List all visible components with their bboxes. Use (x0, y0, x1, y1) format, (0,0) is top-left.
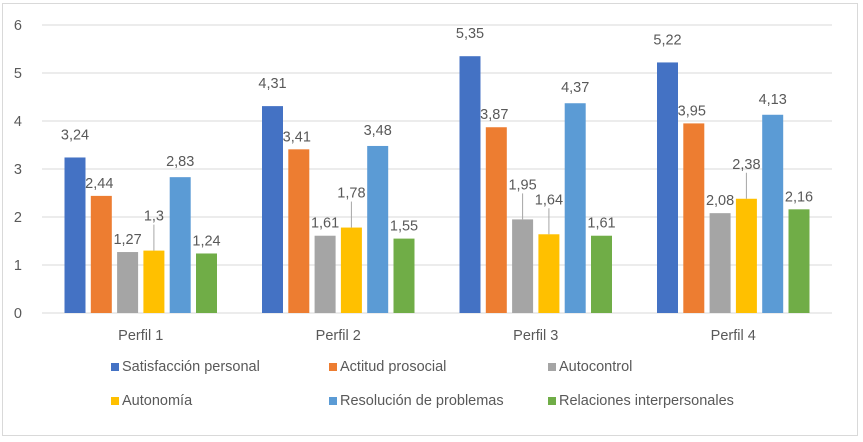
data-label: 1,78 (337, 186, 365, 202)
data-label: 3,95 (678, 103, 706, 119)
y-tick-label: 3 (14, 162, 22, 178)
bar-5-perfil-4 (762, 114, 784, 313)
bar-1-perfil-4 (657, 62, 678, 313)
data-label: 4,31 (258, 76, 286, 92)
data-label: 1,64 (535, 192, 563, 208)
bar-6-perfil-4 (788, 209, 810, 313)
bar-1-perfil-3 (459, 56, 481, 313)
bar-5-perfil-3 (564, 103, 586, 314)
bar-2-perfil-2 (288, 149, 310, 313)
bar-3-perfil-2 (314, 235, 336, 313)
bar-3-perfil-1 (117, 252, 139, 313)
x-tick-label: Perfil 4 (711, 328, 756, 344)
bar-6-perfil-1 (196, 253, 217, 313)
data-label: 3,24 (61, 127, 89, 143)
data-label: 2,44 (85, 176, 113, 192)
bar-2-perfil-1 (90, 195, 112, 313)
bar-4-perfil-2 (340, 227, 362, 313)
x-tick-label: Perfil 3 (513, 328, 558, 344)
y-tick-label: 5 (14, 66, 22, 82)
bar-2-perfil-4 (683, 123, 705, 314)
data-label: 5,35 (456, 26, 484, 42)
bar-4-perfil-4 (735, 198, 757, 313)
bar-3-perfil-3 (512, 219, 534, 313)
data-label: 2,16 (785, 189, 813, 205)
x-axis: Perfil 1 Perfil 2 Perfil 3 Perfil 4 (118, 328, 756, 344)
y-tick-label: 4 (14, 114, 22, 130)
data-label: 1,95 (508, 177, 536, 193)
data-label: 2,83 (166, 154, 194, 170)
bar-4-perfil-1 (143, 250, 165, 313)
data-label: 5,22 (653, 32, 681, 48)
y-tick-label: 6 (14, 18, 22, 34)
bars (64, 56, 810, 314)
bar-6-perfil-3 (591, 235, 612, 313)
data-label: 2,08 (706, 193, 734, 209)
x-tick-label: Perfil 2 (316, 328, 361, 344)
data-label: 1,61 (587, 216, 615, 232)
bar-2-perfil-3 (485, 127, 507, 314)
y-tick-label: 1 (14, 258, 22, 274)
bar-5-perfil-2 (367, 145, 389, 313)
data-label: 3,48 (364, 123, 392, 139)
data-label: 4,13 (759, 92, 787, 108)
bar-4-perfil-3 (538, 234, 560, 313)
bar-6-perfil-2 (393, 238, 415, 313)
y-tick-label: 0 (14, 306, 22, 322)
data-label: 1,24 (192, 233, 220, 249)
data-label: 3,87 (480, 107, 508, 123)
data-label: 3,41 (283, 129, 311, 145)
bar-1-perfil-2 (262, 106, 283, 314)
bar-5-perfil-1 (169, 177, 191, 313)
data-label: 1,27 (113, 232, 141, 248)
data-label: 2,38 (732, 157, 760, 173)
data-label: 1,55 (390, 219, 418, 235)
data-label: 4,37 (561, 80, 589, 96)
data-label: 1,3 (144, 209, 164, 225)
data-labels: 3,24 2,44 1,271,3 2,83 1,24 4,31 3,41 1,61 1,78 3… (61, 26, 813, 249)
bar-3-perfil-4 (709, 213, 731, 313)
y-tick-label: 2 (14, 210, 22, 226)
x-tick-label: Perfil 1 (118, 328, 163, 344)
data-label: 1,61 (311, 216, 339, 232)
leader-lines (153, 172, 747, 251)
bar-1-perfil-1 (64, 157, 86, 313)
y-axis: 0 1 2 3 4 5 6 (14, 18, 22, 322)
